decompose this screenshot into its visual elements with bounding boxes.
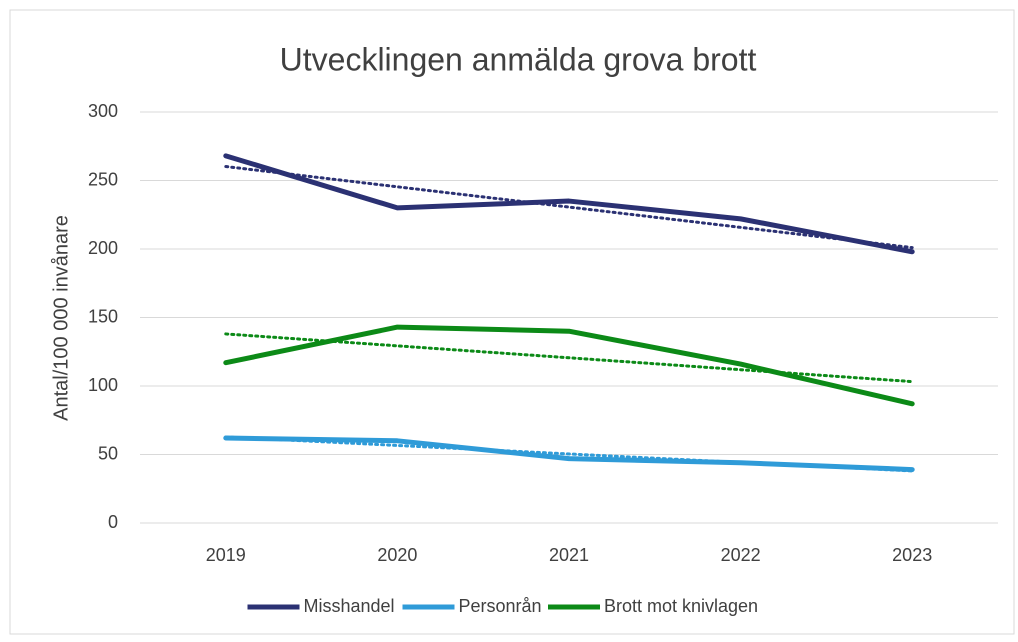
x-tick-label: 2019: [206, 545, 246, 565]
x-tick-label: 2021: [549, 545, 589, 565]
x-tick-label: 2022: [721, 545, 761, 565]
legend-label: Personrån: [459, 596, 542, 616]
y-tick-label: 100: [88, 375, 118, 395]
legend-label: Misshandel: [304, 596, 395, 616]
line: [223, 435, 915, 473]
y-tick-label: 0: [108, 512, 118, 532]
line: [223, 153, 915, 255]
chart-title: Utvecklingen anmälda grova brott: [280, 41, 757, 77]
y-tick-label: 250: [88, 169, 118, 189]
x-tick-label: 2023: [892, 545, 932, 565]
trendline: [224, 165, 914, 250]
y-tick-label: 150: [88, 306, 118, 326]
y-tick-label: 200: [88, 238, 118, 258]
line: [223, 324, 915, 407]
trendline: [224, 332, 914, 384]
y-tick-label: 50: [98, 443, 118, 463]
legend-label: Brott mot knivlagen: [604, 596, 758, 616]
x-tick-label: 2020: [377, 545, 417, 565]
y-tick-label: 300: [88, 101, 118, 121]
chart-frame: [9, 9, 1015, 635]
y-axis-title: Antal/100 000 invånare: [50, 215, 72, 421]
